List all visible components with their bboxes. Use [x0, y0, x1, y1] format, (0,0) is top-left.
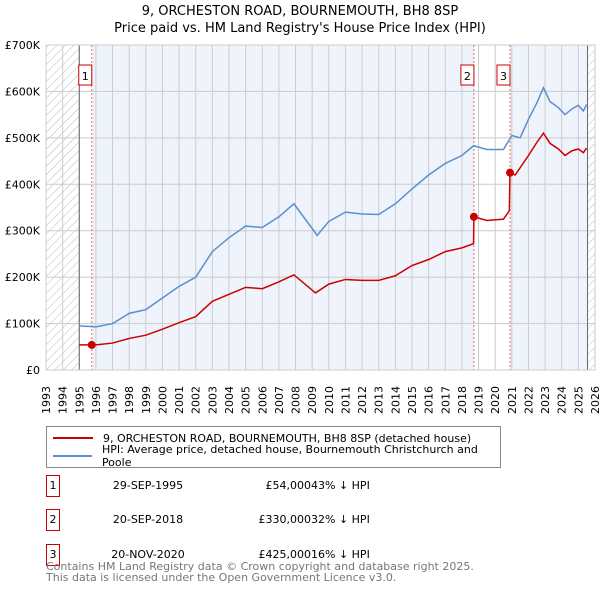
x-tick-label: 1996: [90, 386, 103, 414]
x-tick-label: 2007: [273, 386, 286, 414]
x-tick-label: 2012: [356, 386, 369, 414]
sale-date: 20-SEP-2018: [112, 513, 184, 526]
y-tick-label: £700K: [5, 39, 41, 52]
x-tick-label: 1997: [107, 386, 120, 414]
legend: 9, ORCHESTON ROAD, BOURNEMOUTH, BH8 8SP …: [46, 426, 501, 469]
x-tick-label: 2025: [572, 386, 585, 414]
x-tick-label: 1998: [123, 386, 136, 414]
legend-item-hpi: HPI: Average price, detached house, Bour…: [53, 443, 500, 469]
sale-marker-badge: 2: [46, 509, 60, 531]
x-tick-label: 2020: [489, 386, 502, 414]
x-tick-label: 2003: [206, 386, 219, 414]
x-tick-label: 2026: [589, 386, 600, 414]
sale-marker-label: 3: [500, 70, 507, 83]
x-tick-label: 2021: [506, 386, 519, 414]
x-tick-label: 2022: [522, 386, 535, 414]
price-chart: 1993 1994 1995 1996 1997 1998 1999 2000 2001 2002…: [5, 39, 600, 414]
sale-marker-badge: 1: [46, 475, 60, 497]
x-tick-label: 2024: [556, 386, 569, 414]
y-tick-label: £200K: [5, 271, 41, 284]
sale-hpi-diff: 32% ↓ HPI: [311, 513, 370, 526]
x-tick-label: 2019: [473, 386, 486, 414]
sale-point: [469, 212, 478, 221]
x-tick-label: 1999: [140, 386, 153, 414]
sale-date: 29-SEP-1995: [112, 479, 184, 492]
table-row: 1 29-SEP-1995 £54,000 43% ↓ HPI: [46, 475, 446, 497]
sale-date: 20-NOV-2020: [111, 548, 185, 561]
footer-line: This data is licensed under the Open Gov…: [46, 571, 397, 584]
property-price-line: [79, 131, 588, 346]
legend-swatch-blue: [53, 455, 92, 457]
legend-swatch-red: [53, 437, 93, 439]
sale-price: £330,000: [258, 513, 312, 526]
sale-point: [505, 168, 514, 177]
sale-marker-label: 1: [82, 70, 89, 83]
x-tick-label: 2008: [290, 386, 303, 414]
y-tick-label: £600K: [5, 85, 41, 98]
x-tick-label: 2002: [190, 386, 203, 414]
y-tick-label: £500K: [5, 132, 41, 145]
sale-marker-label: 2: [464, 70, 471, 83]
x-tick-label: 2018: [456, 386, 469, 414]
sale-point: [87, 340, 96, 349]
y-tick-label: £0: [26, 364, 40, 377]
ownership-period-shading: [509, 45, 588, 370]
sale-marker-box: [460, 64, 475, 86]
hpi-line: [79, 85, 588, 328]
table-row: 2 20-SEP-2018 £330,000 32% ↓ HPI: [46, 509, 446, 531]
y-tick-label: £100K: [5, 318, 41, 331]
table-row: 3 20-NOV-2020 £425,000 16% ↓ HPI: [46, 544, 446, 566]
x-tick-label: 2001: [173, 386, 186, 414]
legend-label: 9, ORCHESTON ROAD, BOURNEMOUTH, BH8 8SP …: [103, 431, 472, 445]
footer-line: Contains HM Land Registry data © Crown c…: [46, 560, 474, 573]
sale-marker-box: [496, 64, 511, 86]
sale-price: £54,000: [265, 479, 312, 492]
x-tick-label: 1993: [40, 386, 53, 414]
x-tick-label: 2023: [539, 386, 552, 414]
x-tick-label: 2014: [389, 386, 402, 414]
sale-price: £425,000: [258, 548, 312, 561]
y-tick-label: £300K: [5, 225, 41, 238]
x-tick-label: 2016: [423, 386, 436, 414]
ownership-period-shading: [91, 45, 474, 370]
hatched-region-future: [587, 45, 595, 370]
legend-item-property: 9, ORCHESTON ROAD, BOURNEMOUTH, BH8 8SP …: [53, 430, 471, 446]
x-tick-label: 2000: [156, 386, 169, 414]
x-tick-label: 2004: [223, 386, 236, 414]
footer-note: Contains HM Land Registry data © Crown c…: [46, 561, 474, 583]
sale-marker-box: [78, 64, 93, 86]
x-tick-label: 2013: [373, 386, 386, 414]
x-tick-label: 2009: [306, 386, 319, 414]
x-tick-label: 2017: [439, 386, 452, 414]
sale-marker-badge: 3: [46, 544, 60, 566]
x-tick-label: 1994: [57, 386, 70, 414]
plot-border: [45, 44, 596, 371]
x-tick-label: 2010: [323, 386, 336, 414]
chart-subtitle: Price paid vs. HM Land Registry's House …: [114, 21, 486, 36]
y-tick-label: £400K: [5, 178, 41, 191]
x-tick-label: 2006: [256, 386, 269, 414]
x-tick-label: 2011: [339, 386, 352, 414]
x-tick-label: 2005: [240, 386, 253, 414]
chart-title: 9, ORCHESTON ROAD, BOURNEMOUTH, BH8 8SP: [141, 4, 459, 19]
legend-label: HPI: Average price, detached house, Bour…: [101, 443, 478, 469]
sale-hpi-diff: 43% ↓ HPI: [311, 479, 370, 492]
x-tick-label: 2015: [406, 386, 419, 414]
sale-hpi-diff: 16% ↓ HPI: [311, 548, 370, 561]
x-tick-label: 1995: [73, 386, 86, 414]
